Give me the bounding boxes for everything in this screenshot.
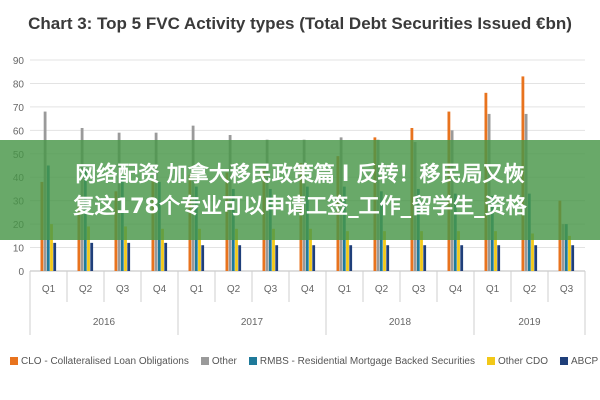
x-tick-label: Q1 <box>190 284 204 295</box>
bar <box>161 228 164 271</box>
x-tick-label: Q2 <box>523 284 537 295</box>
bar <box>127 242 131 271</box>
bar <box>238 245 242 271</box>
x-tick-label: Q3 <box>560 284 574 295</box>
bar <box>312 245 316 271</box>
bar <box>235 228 238 271</box>
y-tick-label: 90 <box>13 56 25 67</box>
x-tick-label: Q3 <box>412 284 426 295</box>
bar <box>349 245 353 271</box>
legend-item: RMBS - Residential Mortgage Backed Secur… <box>248 355 475 367</box>
bar <box>561 224 565 271</box>
bar <box>568 235 571 271</box>
legend-label: RMBS - Residential Mortgage Backed Secur… <box>259 355 475 367</box>
y-tick-label: 60 <box>13 126 25 137</box>
bar <box>275 245 279 271</box>
legend-swatch <box>200 357 209 365</box>
bar <box>386 245 390 271</box>
legend-item: ABCP <box>560 356 598 367</box>
bar <box>164 242 168 271</box>
bar <box>457 231 460 271</box>
year-group-label: 2018 <box>389 317 412 328</box>
x-tick-label: Q3 <box>116 284 130 295</box>
x-tick-label: Q4 <box>301 284 315 295</box>
legend-swatch <box>486 357 495 365</box>
legend-item: Other CDO <box>486 355 548 367</box>
x-tick-label: Q2 <box>375 284 389 295</box>
bar <box>198 228 201 271</box>
bar <box>571 245 575 271</box>
x-tick-label: Q2 <box>79 284 93 295</box>
x-tick-label: Q3 <box>264 284 278 295</box>
x-tick-label: Q1 <box>338 284 352 295</box>
chart-legend: CLO - Collateralised Loan Obligations Oth… <box>10 352 598 370</box>
bar <box>90 242 94 271</box>
y-tick-label: 10 <box>13 244 25 255</box>
legend-label: Other CDO <box>497 355 548 367</box>
overlay-line-1: 网络配资 加拿大移民政策篇 l 反转！移民局又恢 <box>75 162 525 186</box>
x-tick-label: Q1 <box>486 284 500 295</box>
overlay-banner: 网络配资 加拿大移民政策篇 l 反转！移民局又恢 复这178个专业可以申请工签_… <box>0 140 600 240</box>
y-tick-label: 70 <box>13 103 25 114</box>
x-tick-label: Q4 <box>449 284 463 295</box>
overlay-line-2: 复这178个专业可以申请工签_工作_留学生_资格 <box>73 194 527 218</box>
bar <box>497 245 501 271</box>
year-group-label: 2019 <box>518 317 541 328</box>
legend-item: CLO - Collateralised Loan Obligations <box>10 356 189 367</box>
y-tick-label: 80 <box>13 79 25 90</box>
bar <box>50 224 53 271</box>
chart-title: Chart 3: Top 5 FVC Activity types (Total… <box>28 14 572 33</box>
bar <box>309 228 312 271</box>
bar <box>420 231 423 271</box>
year-group-label: 2017 <box>241 317 264 328</box>
bar <box>423 245 427 271</box>
bar <box>272 228 275 271</box>
legend-swatch <box>10 357 18 365</box>
legend-swatch <box>248 357 257 365</box>
legend-label: ABCP <box>571 355 599 367</box>
bar <box>124 226 127 271</box>
legend-swatch <box>560 357 568 365</box>
bar <box>494 231 497 271</box>
x-tick-label: Q1 <box>42 284 56 295</box>
y-tick-label: 0 <box>18 267 24 278</box>
legend-label: Other <box>211 355 237 367</box>
bar <box>201 245 205 271</box>
bar <box>564 224 568 271</box>
bar <box>383 231 386 271</box>
bar <box>87 226 90 271</box>
bar <box>346 231 349 271</box>
bar <box>531 233 534 271</box>
legend-item: Other <box>200 355 237 367</box>
legend-label: CLO - Collateralised Loan Obligations <box>21 355 189 367</box>
x-tick-label: Q4 <box>153 284 167 295</box>
x-tick-label: Q2 <box>227 284 241 295</box>
bar <box>534 245 538 271</box>
year-group-label: 2016 <box>93 317 116 328</box>
bar <box>53 242 57 271</box>
bar <box>460 245 464 271</box>
